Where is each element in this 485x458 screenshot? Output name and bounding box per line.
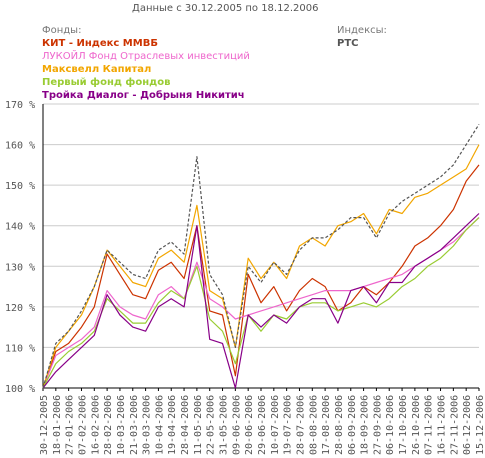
x-tick-label: 06-10-2006 (385, 395, 396, 455)
x-tick-label: 18-01-2006 (52, 395, 63, 455)
x-tick-label: 26-10-2006 (411, 395, 422, 455)
x-tick-label: 10-04-2006 (154, 395, 165, 455)
x-tick-label: 28-07-2006 (295, 395, 306, 455)
series-line-4 (42, 213, 480, 389)
funds-heading: Фонды: (42, 25, 82, 36)
x-tick-label: 31-05-2006 (219, 395, 230, 455)
legend-fund-maxwell[interactable]: Максвелл Капитал (42, 64, 152, 75)
x-tick-label: 11-05-2006 (193, 395, 204, 455)
x-tick-label: 22-05-2006 (206, 395, 217, 455)
x-tick-label: 29-06-2006 (257, 395, 268, 455)
legend-fund-troika-dobrynya[interactable]: Тройка Диалог - Добрыня Никитич (42, 90, 245, 101)
x-tick-label: 28-04-2006 (180, 395, 191, 455)
x-tick-label: 06-12-2006 (462, 395, 473, 455)
series-line-1 (42, 217, 480, 389)
x-tick-label: 16-02-2006 (90, 395, 101, 455)
series-line-5 (42, 123, 480, 389)
x-tick-label: 18-09-2006 (360, 395, 371, 455)
indices-heading: Индексы: (337, 25, 387, 36)
x-tick-label: 28-08-2006 (334, 395, 345, 455)
legend-fund-first-fof[interactable]: Первый фонд фондов (42, 77, 171, 88)
chart-title: Данные с 30.12.2005 по 18.12.2006 (132, 3, 319, 14)
x-tick-label: 30-03-2006 (142, 395, 153, 455)
x-tick-label: 27-09-2006 (372, 395, 383, 455)
legend-fund-lukoil[interactable]: ЛУКОЙЛ Фонд Отраслевых инвестиций (42, 51, 250, 62)
x-tick-label: 07-02-2006 (77, 395, 88, 455)
series-line-0 (42, 164, 480, 389)
x-tick-label: 10-07-2006 (270, 395, 281, 455)
y-tick-label: 100 % (5, 384, 35, 395)
index-rts-label[interactable]: РТС (337, 38, 359, 49)
x-tick-label: 28-02-2006 (103, 395, 114, 455)
series-line-3 (42, 217, 480, 389)
x-tick-label: 06-09-2006 (347, 395, 358, 455)
x-tick-label: 27-01-2006 (65, 395, 76, 455)
y-tick-label: 110 % (5, 343, 35, 354)
x-tick-label: 19-07-2006 (283, 395, 294, 455)
series-line-2 (42, 144, 480, 389)
x-tick-label: 07-11-2006 (424, 395, 435, 455)
legend-fund-kit-mmvb[interactable]: КИТ - Индекс ММВБ (42, 38, 158, 49)
x-tick-label: 20-06-2006 (244, 395, 255, 455)
y-tick-label: 140 % (5, 222, 35, 233)
x-tick-label: 17-10-2006 (398, 395, 409, 455)
x-tick-label: 19-04-2006 (167, 395, 178, 455)
y-tick-label: 130 % (5, 262, 35, 273)
y-tick-label: 150 % (5, 181, 35, 192)
y-tick-label: 170 % (5, 100, 35, 111)
x-tick-label: 30-12-2005 (39, 395, 50, 455)
y-tick-label: 160 % (5, 141, 35, 152)
y-tick-label: 120 % (5, 303, 35, 314)
x-tick-label: 10-03-2006 (116, 395, 127, 455)
x-tick-label: 21-03-2006 (129, 395, 140, 455)
x-tick-label: 27-11-2006 (449, 395, 460, 455)
x-tick-label: 09-06-2006 (231, 395, 242, 455)
x-tick-label: 17-08-2006 (321, 395, 332, 455)
x-tick-label: 16-11-2006 (437, 395, 448, 455)
x-tick-label: 15-12-2006 (475, 395, 485, 455)
x-tick-label: 08-08-2006 (308, 395, 319, 455)
